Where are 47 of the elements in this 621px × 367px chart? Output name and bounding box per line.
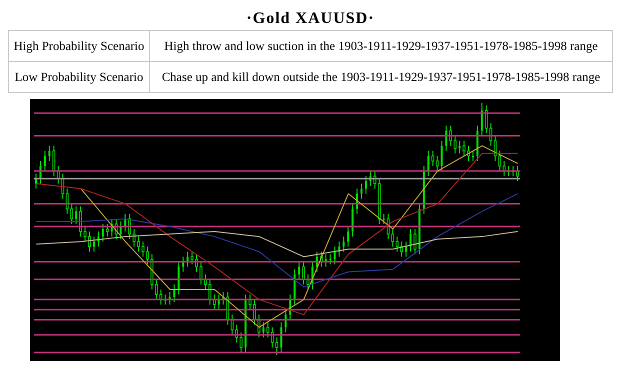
candlestick (44, 150, 46, 172)
candlestick (472, 150, 474, 162)
candlestick (391, 228, 394, 248)
candlestick (440, 140, 443, 172)
candlestick (364, 176, 367, 194)
candlestick (329, 254, 332, 265)
chart-title: ·Gold XAUUSD· (245, 9, 376, 29)
candlestick (405, 241, 408, 258)
text: Chase up and kill down outside the 1903-1911-1929-1937-1951-1978-1985-1998 range (150, 62, 612, 92)
candlestick (182, 256, 184, 272)
candlestick (414, 228, 416, 255)
candlestick (382, 213, 385, 224)
candlestick (48, 145, 50, 162)
candlestick (360, 183, 362, 200)
candlestick (347, 226, 350, 248)
candlestick (280, 322, 282, 353)
candlestick (400, 241, 404, 258)
candlestick (298, 261, 300, 280)
candlestick (427, 150, 430, 177)
candlestick (120, 220, 122, 240)
candlestick (275, 336, 278, 355)
candlestick (342, 236, 345, 252)
candlestick (480, 103, 483, 136)
candlestick (334, 246, 336, 265)
candlestick (445, 125, 448, 152)
candlestick (262, 322, 264, 338)
candlestick (302, 261, 305, 285)
text: Low Probability Scenario (8, 62, 150, 92)
candlestick (92, 236, 95, 252)
candlestick (458, 140, 461, 154)
candlestick (178, 261, 180, 296)
candlestick (75, 206, 78, 224)
candlestick (208, 278, 212, 306)
candlestick (352, 203, 354, 238)
candlestick (431, 150, 434, 166)
candlestick (306, 274, 310, 290)
candlestick (173, 284, 176, 303)
candlestick (436, 155, 439, 172)
candlestick (396, 236, 399, 252)
candlestick (106, 223, 109, 238)
candlestick (102, 223, 104, 242)
candlestick (186, 251, 189, 268)
candlestick (70, 203, 74, 224)
text: High throw and low suction in the 1903-1911-1929-1937-1951-1978-1985-1998 range (150, 30, 612, 62)
candlestick (410, 228, 412, 252)
candlestick (498, 150, 502, 172)
text: High Probability Scenario (8, 30, 150, 62)
